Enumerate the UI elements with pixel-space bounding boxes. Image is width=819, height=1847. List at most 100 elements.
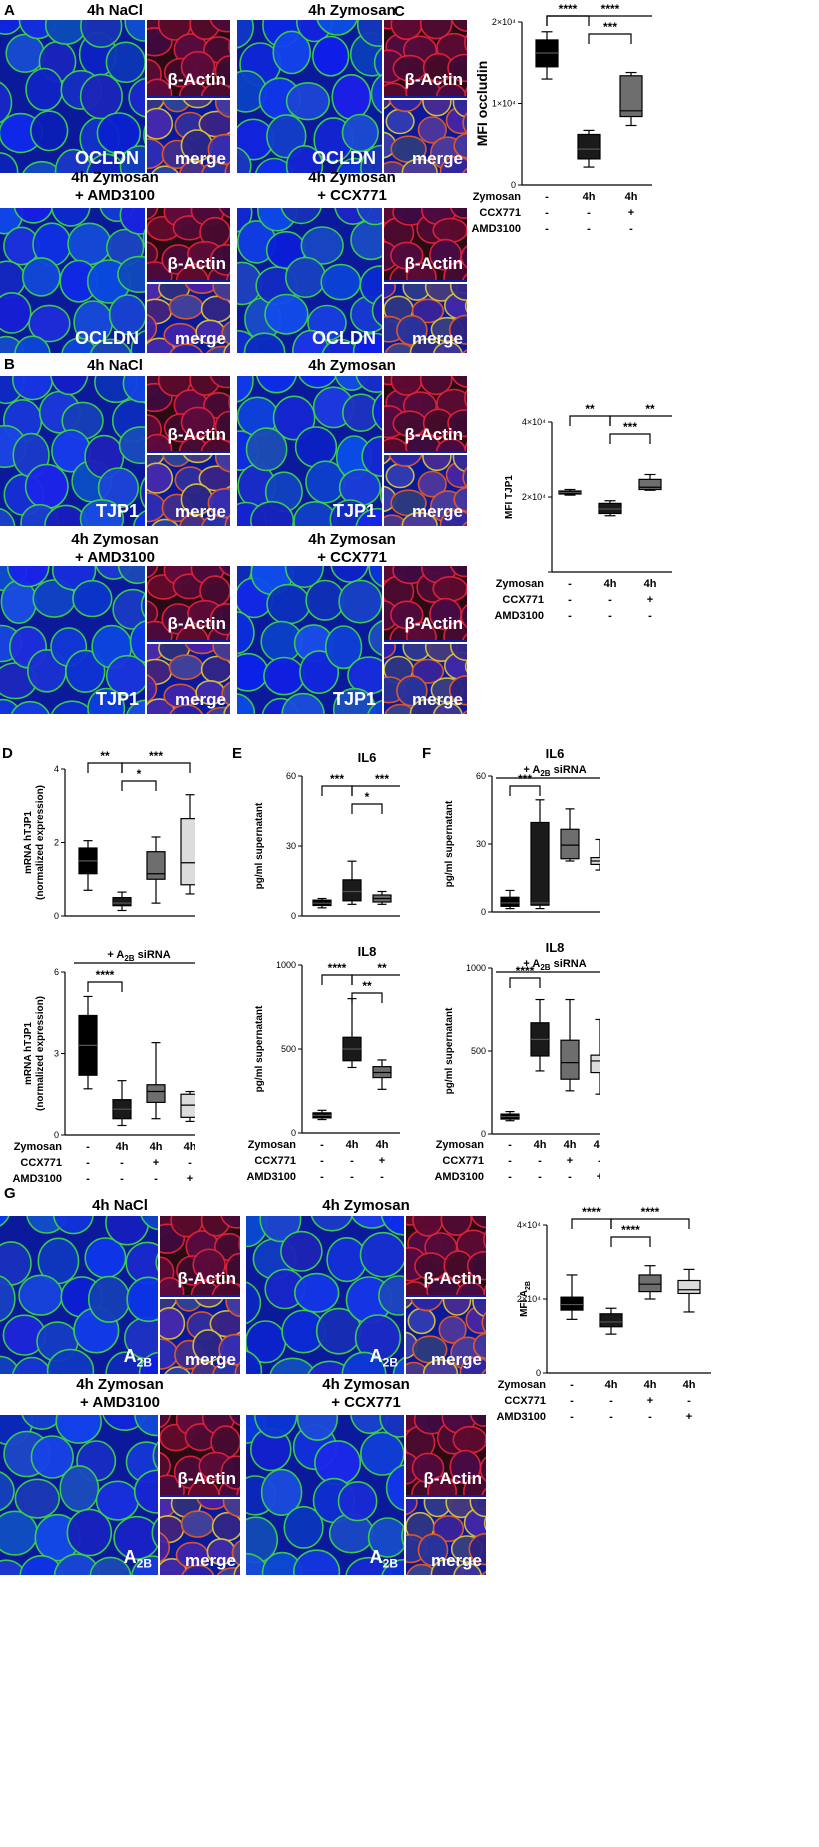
y-tick-label: 6 [54, 967, 59, 977]
y-tick-label: 2 [54, 838, 59, 848]
sig-bracket [87, 762, 123, 773]
panel-b-stain-label-4: TJP1 [332, 689, 376, 709]
sig-bracket [588, 33, 632, 44]
box-body [146, 1084, 166, 1104]
panel-a-micrograph-4: OCLDN β-Actin merge [237, 208, 467, 353]
condition-row-label: AMD3100 [12, 1173, 62, 1185]
box-body [112, 897, 132, 907]
y-tick-label: 4×10⁴ [517, 1220, 541, 1230]
box-2 [598, 500, 622, 517]
box-1 [535, 31, 559, 80]
actin-label: β-Actin [177, 1469, 236, 1488]
y-axis-label: mRNA hTJP1(normalized expression) [23, 785, 46, 900]
y-tick-label: 0 [511, 180, 516, 190]
y-tick-label: 3 [54, 1049, 59, 1059]
condition-cell: + [686, 1411, 692, 1423]
y-axis-label: pg/ml supernatant [444, 1007, 455, 1094]
panel-letter-b: B [4, 356, 15, 373]
condition-row-label: CCX771 [504, 1395, 546, 1407]
y-tick-label: 500 [281, 1044, 296, 1054]
panel-g-micrograph-3: A2B β-Actin merge [0, 1415, 240, 1575]
sig-label: ** [100, 749, 110, 763]
actin-label: β-Actin [167, 254, 226, 273]
condition-cell: 4h [594, 1139, 600, 1151]
y-tick-label: 1000 [276, 960, 296, 970]
sig-bracket [121, 762, 191, 773]
actin-label: β-Actin [167, 614, 226, 633]
sig-bracket [351, 803, 383, 814]
condition-cell: - [568, 578, 572, 590]
condition-row-label: CCX771 [479, 207, 521, 219]
actin-label: β-Actin [423, 1469, 482, 1488]
box-3 [638, 473, 662, 491]
condition-cell: - [508, 1171, 512, 1183]
condition-cell: - [648, 1411, 652, 1423]
chart-subtitle: + A2B siRNA [523, 764, 586, 778]
condition-cell: - [538, 1155, 542, 1167]
condition-row-label: Zymosan [436, 1139, 485, 1151]
condition-row-label: Zymosan [248, 1139, 297, 1151]
condition-cell: - [568, 610, 572, 622]
panel-b-stain-label-2: TJP1 [332, 501, 376, 521]
condition-row-label: Zymosan [14, 1141, 63, 1153]
y-axis-label: pg/ml supernatant [254, 802, 265, 889]
box-3 [560, 998, 580, 1092]
merge-label: merge [174, 329, 226, 348]
merge-label: merge [411, 329, 463, 348]
sig-bracket [546, 15, 590, 26]
y-tick-label: 2×10⁴ [517, 1294, 541, 1304]
panel-a-micrograph-2: OCLDN β-Actin merge [237, 20, 467, 173]
condition-cell: + [647, 1395, 653, 1407]
sig-bracket [569, 415, 611, 426]
y-axis-label-line: MFI A [519, 1290, 530, 1317]
condition-cell: + [567, 1155, 573, 1167]
panel-b-title-3: 4h Zymosan + AMD3100 [71, 531, 159, 566]
panel-b-actin-tile-1: β-Actin [147, 376, 230, 470]
box-4 [590, 1018, 600, 1095]
panel-a-title-1: 4h NaCl [87, 2, 143, 19]
merge-label: merge [184, 1350, 236, 1369]
panel-g-micrograph-2: A2B β-Actin merge [246, 1216, 486, 1374]
condition-cell: + [153, 1157, 159, 1169]
sig-label: *** [603, 20, 617, 34]
y-tick-label: 0 [536, 1368, 541, 1378]
box-body [560, 1039, 580, 1080]
actin-label: β-Actin [167, 70, 226, 89]
sig-label: **** [641, 1205, 660, 1219]
sig-bracket [121, 780, 157, 791]
y-tick-label: 0 [54, 911, 59, 921]
panel-a-merge-tile-1: merge [147, 81, 230, 173]
panel-a-actin-tile-3: β-Actin [147, 208, 230, 298]
condition-cell: 4h [604, 578, 617, 590]
panel-g-stain-label-4: A2B [369, 1547, 398, 1571]
sig-label: **** [516, 964, 535, 978]
merge-label: merge [174, 690, 226, 709]
condition-cell: - [188, 1157, 192, 1169]
merge-label: merge [411, 502, 463, 521]
box-body [560, 1296, 584, 1311]
chart-subtitle: + A2B siRNA [523, 958, 586, 972]
box-body [180, 1093, 195, 1118]
merge-label: merge [174, 149, 226, 168]
y-axis-label-line: mRNA hTJP1 [23, 1022, 34, 1085]
y-tick-label: 30 [476, 839, 486, 849]
box-body [577, 133, 601, 160]
panel-letter-c: C [394, 3, 405, 20]
sig-label: * [365, 790, 370, 804]
panel-b-stain-label-1: TJP1 [95, 501, 139, 521]
condition-cell: - [86, 1157, 90, 1169]
panel-g-merge-tile-1: merge [160, 1280, 240, 1374]
condition-cell: + [628, 207, 634, 219]
chart-f-il8-sirna: IL8 + A2B siRNA 0 500 1000 pg/ml supernatant *… [434, 940, 600, 1183]
y-tick-label: 4×10⁴ [522, 417, 546, 427]
condition-cell: + [597, 1171, 600, 1183]
condition-row-label: CCX771 [254, 1155, 296, 1167]
box-body [599, 1313, 623, 1328]
condition-cell: - [320, 1171, 324, 1183]
y-axis-label-line: pg/ml supernatant [254, 1005, 265, 1092]
condition-cell: + [187, 1173, 193, 1185]
y-tick-label: 0 [481, 1129, 486, 1139]
panel-a-title-2: 4h Zymosan [308, 2, 396, 19]
sig-bracket [351, 974, 400, 985]
